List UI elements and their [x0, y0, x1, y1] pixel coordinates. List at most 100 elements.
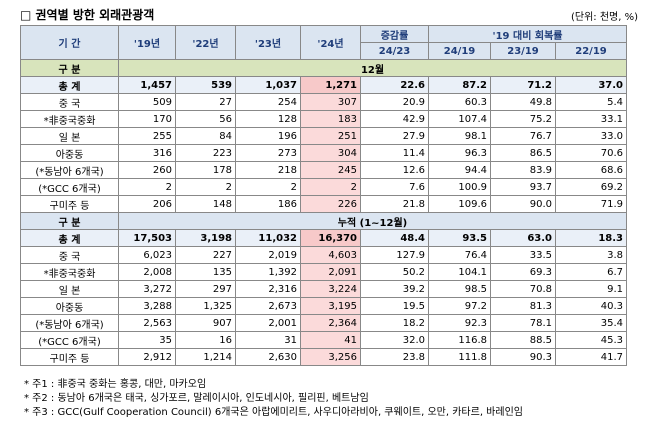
cell: 37.0: [554, 76, 628, 94]
cell: 111.8: [428, 348, 491, 366]
cell: 93.7: [490, 178, 556, 196]
row-label: (*동남아 6개국): [20, 161, 119, 179]
header-cell: '24년: [300, 25, 361, 60]
table-row: *非중국중화 2,008 135 1,392 2,091 50.2 104.1 69.3 6.7: [20, 263, 628, 281]
note: * 주1 : 非중국 중화는 홍콩, 대만, 마카오임: [24, 379, 207, 390]
cell: 128: [235, 110, 301, 128]
cell: 2,091: [300, 263, 361, 281]
cell: 84: [175, 127, 236, 145]
cell: 9.1: [554, 280, 628, 298]
cell: 127.9: [360, 246, 429, 264]
cell: 49.8: [490, 93, 556, 111]
cell: 27: [175, 93, 236, 111]
row-label: 중 국: [20, 93, 119, 111]
header-cell: '22년: [175, 25, 236, 60]
cell: 100.9: [428, 178, 491, 196]
table-row: 일 본 255 84 196 251 27.9 98.1 76.7 33.0: [20, 127, 628, 145]
table-row: 총 계 17,503 3,198 11,032 16,370 48.4 93.5 63.0 18…: [20, 229, 628, 247]
cell: 90.3: [490, 348, 556, 366]
cell: 1,392: [235, 263, 301, 281]
cell: 227: [175, 246, 236, 264]
cell: 223: [175, 144, 236, 162]
cell: 206: [118, 195, 176, 213]
cell: 2,673: [235, 297, 301, 315]
cell: 3.8: [554, 246, 628, 264]
cell: 11,032: [235, 229, 301, 247]
cell: 98.1: [428, 127, 491, 145]
cell: 4,603: [300, 246, 361, 264]
cell: 196: [235, 127, 301, 145]
cell: 6.7: [554, 263, 628, 281]
cell: 3,256: [300, 348, 361, 366]
table-row: 일 본 3,272 297 2,316 3,224 39.2 98.5 70.8 9.1: [20, 280, 628, 298]
unit: (단위: 천명, %): [570, 12, 638, 23]
row-label: 아중동: [20, 144, 119, 162]
cell: 63.0: [490, 229, 556, 247]
cell: 178: [175, 161, 236, 179]
cell: 11.4: [360, 144, 429, 162]
cell: 70.8: [490, 280, 556, 298]
cell: 255: [118, 127, 176, 145]
cell: 907: [175, 314, 236, 332]
cell: 273: [235, 144, 301, 162]
cell: 5.4: [554, 93, 628, 111]
cell: 20.9: [360, 93, 429, 111]
cell: 71.9: [554, 195, 628, 213]
notes: * 주1 : 非중국 중화는 홍콩, 대만, 마카오임 * 주2 : 동남아 6개…: [24, 378, 634, 420]
cell: 69.2: [554, 178, 628, 196]
cell: 35.4: [554, 314, 628, 332]
cell: 48.4: [360, 229, 429, 247]
section-label: 구 분: [20, 59, 119, 77]
cell: 148: [175, 195, 236, 213]
cell: 31: [235, 331, 301, 349]
cell: 69.3: [490, 263, 556, 281]
cell: 1,457: [118, 76, 176, 94]
cell: 109.6: [428, 195, 491, 213]
section-label: 구 분: [20, 212, 119, 230]
cell: 2: [300, 178, 361, 196]
row-label: 일 본: [20, 127, 119, 145]
cell: 107.4: [428, 110, 491, 128]
cell: 86.5: [490, 144, 556, 162]
row-label: (*동남아 6개국): [20, 314, 119, 332]
cell: 6,023: [118, 246, 176, 264]
cell: 33.1: [554, 110, 628, 128]
cell: 2,630: [235, 348, 301, 366]
cell: 50.2: [360, 263, 429, 281]
cell: 316: [118, 144, 176, 162]
table-row: 중 국 6,023 227 2,019 4,603 127.9 76.4 33.5 3.8: [20, 246, 628, 264]
cell: 88.5: [490, 331, 556, 349]
section-title: 누적 (1~12월): [117, 212, 628, 230]
cell: 27.9: [360, 127, 429, 145]
cell: 3,195: [300, 297, 361, 315]
header-cell: 24/23: [360, 42, 429, 60]
cell: 509: [118, 93, 176, 111]
cell: 98.5: [428, 280, 491, 298]
table-row: 중 국 509 27 254 307 20.9 60.3 49.8 5.4: [20, 93, 628, 111]
cell: 40.3: [554, 297, 628, 315]
cell: 45.3: [554, 331, 628, 349]
cell: 2,364: [300, 314, 361, 332]
header-cell: '19년: [118, 25, 176, 60]
cell: 18.2: [360, 314, 429, 332]
cell: 104.1: [428, 263, 491, 281]
cell: 186: [235, 195, 301, 213]
cell: 2,912: [118, 348, 176, 366]
row-label: 일 본: [20, 280, 119, 298]
cell: 78.1: [490, 314, 556, 332]
cell: 96.3: [428, 144, 491, 162]
cell: 39.2: [360, 280, 429, 298]
cell: 2,019: [235, 246, 301, 264]
cell: 1,325: [175, 297, 236, 315]
section-header: 구 분 누적 (1~12월): [20, 212, 628, 230]
cell: 2: [118, 178, 176, 196]
header-cell: '23년: [235, 25, 301, 60]
cell: 68.6: [554, 161, 628, 179]
cell: 94.4: [428, 161, 491, 179]
cell: 307: [300, 93, 361, 111]
cell: 183: [300, 110, 361, 128]
cell: 81.3: [490, 297, 556, 315]
cell: 16: [175, 331, 236, 349]
cell: 90.0: [490, 195, 556, 213]
cell: 70.6: [554, 144, 628, 162]
